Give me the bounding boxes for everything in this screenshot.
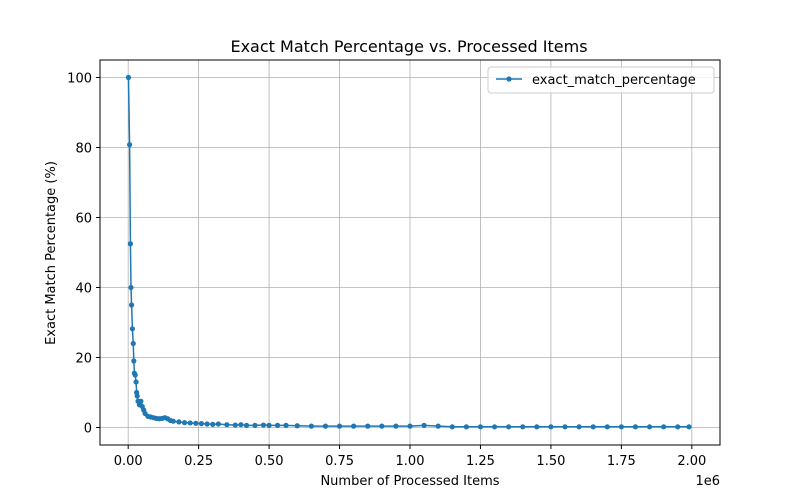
data-point	[128, 284, 134, 291]
data-point	[204, 421, 210, 427]
data-point	[365, 423, 371, 429]
data-point	[548, 424, 554, 430]
data-point	[138, 398, 144, 404]
chart-title: Exact Match Percentage vs. Processed Ite…	[230, 37, 587, 56]
x-axis-ticks: 0.00 0.25 0.50 0.75 1.00 1.25 1.50 1.75 2.00	[114, 445, 706, 469]
data-point	[126, 142, 133, 148]
data-point	[125, 74, 132, 81]
x-tick-label: 0.00	[114, 454, 143, 469]
data-point	[170, 418, 176, 424]
data-point	[435, 423, 441, 429]
data-point	[274, 422, 281, 428]
data-point	[379, 423, 385, 429]
data-point	[187, 420, 193, 426]
x-tick-label: 1.75	[607, 454, 636, 469]
y-axis-label: Exact Match Percentage (%)	[44, 161, 59, 345]
x-tick-label: 1.00	[396, 454, 425, 469]
x-tick-label: 0.50	[255, 454, 284, 469]
data-point	[131, 358, 137, 364]
y-tick-label: 80	[75, 142, 92, 157]
legend-dot-marker	[506, 76, 512, 82]
x-tick-label: 0.75	[325, 454, 354, 469]
x-tick-label: 0.25	[184, 454, 213, 469]
data-point	[308, 423, 314, 429]
x-tick-label: 1.50	[536, 454, 565, 469]
data-point	[491, 424, 498, 430]
data-point	[210, 421, 216, 427]
data-point	[133, 379, 139, 385]
legend-label: exact_match_percentage	[532, 73, 696, 88]
data-point	[618, 424, 624, 430]
data-point	[176, 419, 182, 425]
data-point	[198, 421, 205, 427]
x-tick-label: 2.00	[677, 454, 706, 469]
legend: exact_match_percentage	[487, 66, 715, 94]
data-point	[238, 422, 244, 428]
data-point	[393, 423, 399, 429]
data-point	[215, 421, 221, 427]
data-point	[604, 424, 610, 430]
data-point	[506, 424, 512, 430]
data-point	[134, 393, 140, 399]
y-tick-label: 0	[84, 422, 92, 437]
y-tick-label: 40	[75, 282, 92, 297]
data-point	[193, 420, 199, 426]
data-point	[132, 372, 138, 378]
y-tick-label: 20	[75, 352, 92, 367]
data-point	[260, 422, 267, 428]
data-point	[675, 424, 681, 430]
y-tick-label: 60	[75, 212, 92, 227]
data-point	[463, 424, 469, 430]
data-point	[562, 424, 568, 430]
data-point	[266, 422, 272, 428]
data-point	[477, 424, 484, 430]
data-point	[127, 241, 134, 247]
x-axis-offset-label: 1e6	[695, 474, 720, 489]
data-point	[294, 423, 300, 429]
series-line	[127, 77, 689, 428]
data-point	[661, 424, 667, 430]
data-point	[128, 302, 135, 308]
x-tick-label: 1.25	[466, 454, 495, 469]
grid	[100, 60, 720, 445]
data-point	[336, 423, 343, 429]
data-point	[130, 340, 136, 347]
data-point	[224, 422, 230, 428]
data-point	[421, 422, 427, 428]
data-point	[686, 424, 692, 430]
data-point	[283, 422, 289, 428]
data-point	[449, 424, 455, 430]
data-point	[407, 423, 413, 429]
data-point	[129, 326, 136, 332]
legend-box	[487, 66, 715, 94]
data-point	[252, 422, 258, 428]
y-tick-label: 100	[67, 72, 92, 87]
data-point	[590, 424, 596, 430]
series-layer	[125, 74, 692, 430]
data-point	[534, 424, 540, 430]
data-point	[243, 422, 250, 428]
data-point	[232, 422, 238, 428]
data-point	[576, 424, 582, 430]
data-point	[181, 420, 188, 426]
data-point	[646, 424, 653, 430]
x-axis-label: Number of Processed Items	[320, 474, 499, 489]
data-point	[351, 423, 357, 429]
data-point	[322, 423, 329, 429]
data-point	[520, 424, 526, 430]
data-point	[632, 424, 639, 430]
y-axis-ticks: 0 20 40 60 80 100	[67, 72, 100, 437]
